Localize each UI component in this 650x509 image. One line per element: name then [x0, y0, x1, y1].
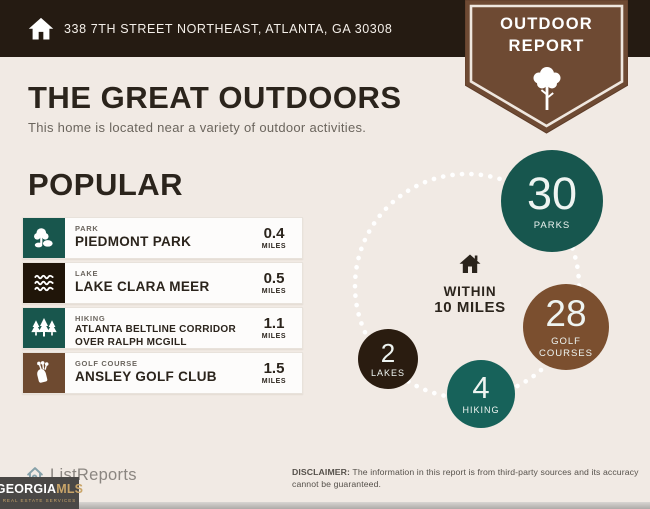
item-category: LAKE: [75, 269, 99, 278]
item-category: HIKING: [75, 314, 106, 323]
lake-icon-box: [23, 263, 65, 303]
item-distance: 0.4 MILES: [246, 218, 302, 258]
distance-value: 0.5: [263, 270, 285, 287]
golf-icon: [37, 361, 49, 383]
item-name: PIEDMONT PARK: [75, 234, 192, 249]
lake-icon: [34, 274, 54, 292]
badge-line1: OUTDOOR: [500, 15, 593, 33]
distance-value: 0.4: [263, 225, 285, 242]
disclaimer-body: The information in this report is from t…: [292, 467, 639, 489]
park-icon-box: [23, 218, 65, 258]
hiking-icon: [31, 318, 57, 337]
golf-count-bubble: 28 GOLF COURSES: [523, 284, 609, 370]
item-distance: 1.1 MILES: [246, 308, 302, 348]
hiking-icon-box: [23, 308, 65, 348]
hiking-count: 4: [472, 370, 490, 406]
parks-count-bubble: 30 PARKS: [501, 150, 603, 252]
item-text: PARK PIEDMONT PARK: [65, 218, 246, 258]
popular-heading: POPULAR: [28, 167, 184, 202]
lakes-count: 2: [380, 337, 396, 368]
mls-wordmark: GEORGIAMLS: [0, 483, 83, 496]
badge-line2: REPORT: [508, 37, 585, 56]
home-icon: [28, 17, 54, 39]
item-text: HIKING ATLANTA BELTLINE CORRIDOR OVER RA…: [65, 308, 246, 348]
distance-unit: MILES: [261, 288, 287, 295]
lakes-label: LAKES: [370, 367, 406, 378]
disclaimer-text: DISCLAIMER: The information in this repo…: [292, 467, 644, 490]
distance-unit: MILES: [261, 378, 287, 385]
badge-shape: [465, 0, 628, 134]
golf-icon-box: [23, 353, 65, 393]
list-item: PARK PIEDMONT PARK 0.4 MILES: [22, 217, 303, 259]
hiking-label: HIKING: [462, 405, 500, 416]
parks-label: PARKS: [533, 219, 571, 231]
tree-icon: [533, 67, 560, 110]
golf-count: 28: [545, 293, 587, 335]
list-item: HIKING ATLANTA BELTLINE CORRIDOR OVER RA…: [22, 307, 303, 349]
distance-value: 1.5: [263, 360, 285, 377]
mls-name-gold: MLS: [56, 482, 84, 497]
list-item: LAKE LAKE CLARA MEER 0.5 MILES: [22, 262, 303, 304]
miles-text: 10 MILES: [434, 299, 506, 316]
item-text: GOLF COURSE ANSLEY GOLF CLUB: [65, 353, 246, 393]
golf-label: GOLF COURSES: [539, 336, 593, 359]
property-address: 338 7TH STREET NORTHEAST, ATLANTA, GA 30…: [64, 21, 393, 36]
item-distance: 0.5 MILES: [246, 263, 302, 303]
disclaimer-label: DISCLAIMER:: [292, 467, 351, 477]
home-icon: [459, 254, 481, 273]
georgia-mls-logo: GEORGIAMLS REAL ESTATE SERVICES: [0, 477, 83, 509]
parks-count: 30: [526, 167, 578, 219]
page-title: THE GREAT OUTDOORS: [28, 80, 402, 115]
mls-tagline: REAL ESTATE SERVICES: [2, 497, 77, 503]
distance-unit: MILES: [261, 333, 287, 340]
item-text: LAKE LAKE CLARA MEER: [65, 263, 246, 303]
hiking-count-bubble: 4 HIKING: [447, 360, 515, 428]
bottom-divider: [0, 502, 650, 509]
list-item: GOLF COURSE ANSLEY GOLF CLUB 1.5 MILES: [22, 352, 303, 394]
within-text: WITHIN: [443, 284, 497, 299]
badge-title: OUTDOOR REPORT: [465, 13, 628, 58]
distance-unit: MILES: [261, 243, 287, 250]
item-category: PARK: [75, 224, 99, 233]
item-distance: 1.5 MILES: [246, 353, 302, 393]
item-name: ANSLEY GOLF CLUB: [75, 369, 217, 384]
page-subtitle: This home is located near a variety of o…: [28, 120, 367, 135]
item-category: GOLF COURSE: [75, 359, 138, 368]
within-radius-label: WITHIN 10 MILES: [410, 252, 530, 316]
lakes-count-bubble: 2 LAKES: [358, 329, 418, 389]
distance-value: 1.1: [263, 315, 285, 332]
park-icon: [34, 228, 53, 248]
outdoor-report-badge: OUTDOOR REPORT: [465, 0, 628, 134]
item-name: LAKE CLARA MEER: [75, 279, 210, 294]
item-name: ATLANTA BELTLINE CORRIDOR OVER RALPH MCG…: [75, 324, 237, 348]
mls-name-white: GEORGIA: [0, 482, 57, 497]
popular-list: PARK PIEDMONT PARK 0.4 MILES LAKE LAKE C…: [22, 217, 303, 397]
